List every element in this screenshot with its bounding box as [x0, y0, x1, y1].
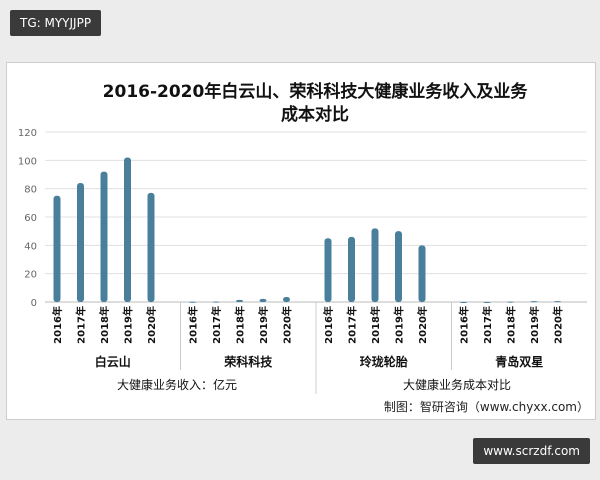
bar: [395, 231, 402, 302]
y-tick-label: 20: [24, 270, 37, 281]
y-tick-label: 120: [18, 128, 37, 139]
source-note: 制图：智研咨询（www.chyxx.com）: [384, 399, 589, 414]
x-tick-label: 2019年: [122, 306, 135, 344]
x-tick-label: 2016年: [458, 306, 471, 344]
bar: [371, 228, 379, 302]
bar: [147, 192, 155, 302]
x-tick-label: 2017年: [75, 306, 88, 344]
x-tick-label: 2016年: [187, 306, 200, 344]
x-tick-label: 2017年: [346, 306, 359, 344]
bar-chart: 2016-2020年白云山、荣科科技大健康业务收入及业务 成本对比 0 20 40 6…: [18, 81, 589, 414]
bar: [212, 301, 220, 303]
chart-title-line2: 成本对比: [281, 104, 349, 125]
x-tick-label: 2019年: [528, 306, 541, 344]
x-tick-label: 2018年: [234, 306, 247, 344]
y-tick-label: 60: [24, 213, 37, 224]
watermark-badge-top: TG: MYYJJPP: [10, 10, 102, 36]
watermark-badge-bottom: www.scrzdf.com: [473, 438, 590, 464]
x-tick-label: 2020年: [281, 306, 294, 344]
x-tick-label: 2019年: [393, 306, 406, 344]
x-tick-label: 2018年: [505, 306, 518, 344]
y-tick-label: 80: [24, 185, 37, 196]
x-tick-label: 2020年: [552, 306, 565, 344]
x-tick-label: 2016年: [322, 306, 335, 344]
bar: [53, 195, 61, 302]
bar: [77, 183, 84, 302]
bar: [189, 301, 196, 303]
y-tick-label: 40: [24, 241, 37, 252]
bar: [324, 238, 332, 302]
bar: [460, 302, 467, 303]
bar: [483, 302, 491, 303]
bar: [236, 299, 243, 302]
x-tick-label: 2018年: [369, 306, 382, 344]
x-tick-label: 2020年: [145, 306, 158, 344]
bar: [554, 301, 561, 303]
group-label: 荣科科技: [223, 354, 273, 369]
group-label: 玲珑轮胎: [360, 354, 408, 369]
bar: [418, 245, 426, 302]
y-tick-label: 100: [18, 156, 37, 167]
group-label: 青岛双星: [495, 354, 543, 369]
x-tick-label: 2017年: [481, 306, 494, 344]
x-tick-label: 2016年: [51, 306, 64, 344]
y-tick-label: 0: [31, 298, 37, 309]
bar: [283, 297, 290, 302]
bar: [100, 171, 108, 302]
x-tick-label: 2020年: [416, 306, 429, 344]
chart-card: 2016-2020年白云山、荣科科技大健康业务收入及业务 成本对比 0 20 40 6…: [6, 62, 596, 420]
bar: [259, 298, 267, 302]
x-axis-label-left: 大健康业务收入：亿元: [117, 377, 237, 392]
bar: [507, 301, 514, 303]
chart-title-line1: 2016-2020年白云山、荣科科技大健康业务收入及业务: [103, 81, 529, 102]
group-label: 白云山: [95, 354, 131, 369]
x-tick-label: 2017年: [210, 306, 223, 344]
bar: [124, 157, 131, 302]
bar: [348, 236, 355, 302]
x-tick-label: 2018年: [98, 306, 111, 344]
x-axis-label-right: 大健康业务成本对比: [403, 377, 511, 392]
bar: [530, 301, 538, 303]
x-tick-label: 2019年: [257, 306, 270, 344]
